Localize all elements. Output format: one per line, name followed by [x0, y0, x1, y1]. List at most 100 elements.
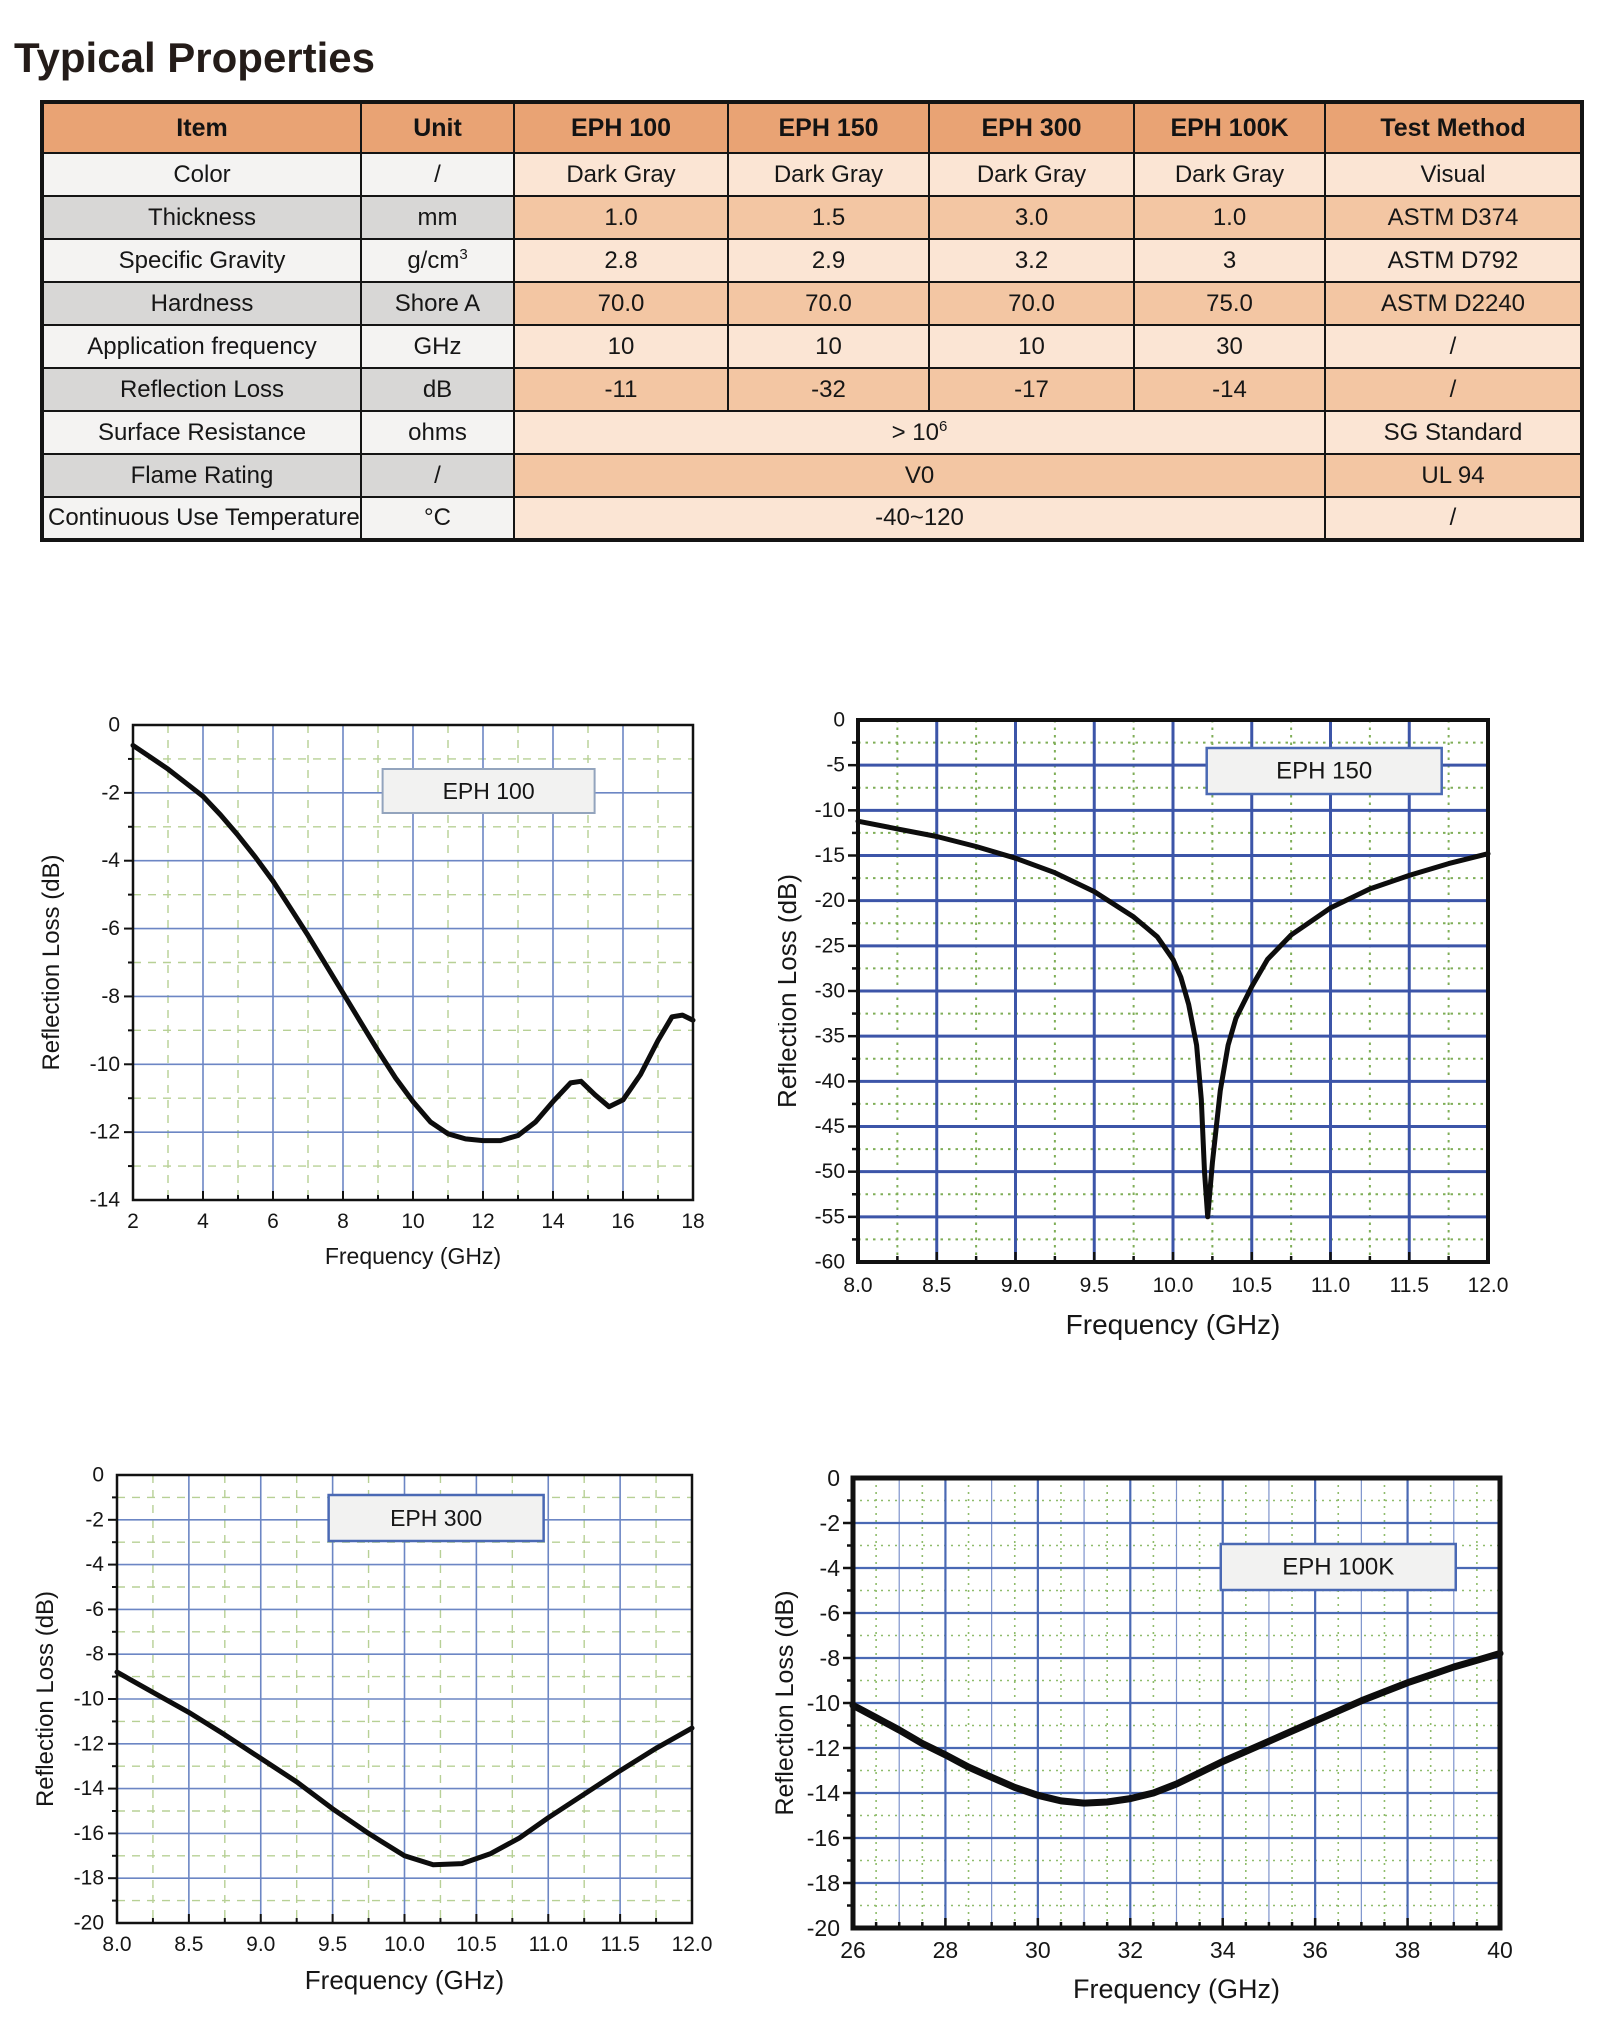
eph-100-y-tick: -2 — [101, 781, 120, 804]
test-method-cell: ASTM D792 — [1324, 238, 1583, 283]
value-cell: 1.0 — [513, 195, 729, 240]
value-cell: 2.8 — [513, 238, 729, 283]
item-cell: Application frequency — [41, 324, 362, 369]
value-cell: 3 — [1133, 238, 1326, 283]
table-row-specific-gravity: Specific Gravity g/cm3 2.8 2.9 3.2 3 ASTM D792 — [41, 238, 1583, 283]
eph-150-y-tick: -25 — [815, 934, 845, 957]
table-header-eph-100k: EPH 100K — [1133, 101, 1326, 154]
eph-100-plot: 2 4 6 8 10 12 14 16 18 0 -2 -4 -6 -8 -10 -12 -14 Frequenc… — [38, 714, 705, 1270]
eph-100k-x-tick: 40 — [1487, 1937, 1513, 1963]
eph-100k-plot: 26 28 30 32 34 36 38 40 0 -2 -4 -6 -8 -10 -12 -14 -16 -18… — [771, 1465, 1513, 2004]
eph-100-y-tick: 0 — [108, 714, 120, 737]
chart-eph-150: 8.0 8.5 9.0 9.5 10.0 10.5 11.0 11.5 12.0 0 -5 -10 -1… — [778, 688, 1538, 1388]
eph-100k-y-tick: -12 — [807, 1735, 840, 1761]
eph-100-x-tick: 18 — [681, 1210, 704, 1233]
eph-100-legend: EPH 100 — [381, 768, 596, 814]
table-header-eph-100: EPH 100 — [513, 101, 729, 154]
eph-100k-y-tick: 0 — [827, 1465, 840, 1491]
merged-value-cell: -40~120 — [513, 496, 1326, 541]
eph-150-y-tick: -45 — [815, 1115, 845, 1138]
eph-300-legend: EPH 300 — [327, 1493, 545, 1543]
eph-100-x-tick: 12 — [471, 1210, 494, 1233]
typical-properties-table: Item Unit EPH 100 EPH 150 EPH 300 EPH 100K Tes… — [40, 100, 1584, 542]
table-header-eph-150: EPH 150 — [727, 101, 930, 154]
eph-300-x-tick: 8.5 — [174, 1933, 203, 1956]
value-cell: 3.0 — [928, 195, 1135, 240]
value-cell: -17 — [928, 367, 1135, 412]
unit-cell: Shore A — [360, 281, 515, 326]
properties-table: Item Unit EPH 100 EPH 150 EPH 300 EPH 100K Tes… — [40, 100, 1584, 542]
eph-100-x-tick: 16 — [611, 1210, 634, 1233]
eph-300-y-tick: -18 — [74, 1867, 104, 1890]
eph-300-y-tick: 0 — [92, 1464, 104, 1487]
eph-150-x-tick: 12.0 — [1468, 1274, 1509, 1297]
eph-100k-y-tick: -2 — [820, 1510, 840, 1536]
value-cell: 30 — [1133, 324, 1326, 369]
eph-100k-x-tick: 32 — [1117, 1937, 1143, 1963]
table-header-eph-300: EPH 300 — [928, 101, 1135, 154]
eph-300-x-tick: 9.5 — [318, 1933, 347, 1956]
unit-cell: mm — [360, 195, 515, 240]
item-cell: Surface Resistance — [41, 410, 362, 455]
item-cell: Specific Gravity — [41, 238, 362, 283]
value-cell: 1.5 — [727, 195, 930, 240]
unit-cell: GHz — [360, 324, 515, 369]
eph-150-y-tick: -10 — [815, 799, 845, 822]
item-cell: Reflection Loss — [41, 367, 362, 412]
page-title: Typical Properties — [14, 34, 376, 82]
unit-cell: / — [360, 152, 515, 197]
table-header-unit: Unit — [360, 101, 515, 154]
value-cell: 10 — [928, 324, 1135, 369]
eph-150-y-tick: -35 — [815, 1025, 845, 1048]
eph-300-x-tick: 10.5 — [456, 1933, 497, 1956]
value-cell: 2.9 — [727, 238, 930, 283]
value-cell: Dark Gray — [727, 152, 930, 197]
eph-100-y-tick: -14 — [90, 1189, 121, 1212]
eph-100k-y-axis-title: Reflection Loss (dB) — [771, 1590, 799, 1815]
eph-150-x-tick: 11.5 — [1390, 1274, 1429, 1297]
eph-100k-x-tick: 34 — [1210, 1937, 1236, 1963]
eph-150-x-tick: 10.0 — [1153, 1274, 1194, 1297]
eph-150-y-tick: -15 — [815, 844, 845, 867]
table-row-continuous-use-temperature: Continuous Use Temperature °C -40~120/ — [41, 496, 1583, 541]
value-cell: 1.0 — [1133, 195, 1326, 240]
item-cell: Hardness — [41, 281, 362, 326]
eph-100-x-tick: 2 — [127, 1210, 139, 1233]
merged-value-cell: V0 — [513, 453, 1326, 498]
table-header-test-method: Test Method — [1324, 101, 1583, 154]
item-cell: Flame Rating — [41, 453, 362, 498]
eph-150-y-tick: -60 — [815, 1251, 845, 1274]
test-method-cell: SG Standard — [1324, 410, 1583, 455]
table-row-application-frequency: Application frequency GHz 10 10 10 30/ — [41, 324, 1583, 369]
eph-100k-x-axis-title: Frequency (GHz) — [1073, 1974, 1280, 2004]
test-method-cell: / — [1324, 324, 1583, 369]
eph-300-y-tick: -12 — [74, 1732, 104, 1755]
eph-100k-x-tick: 30 — [1025, 1937, 1051, 1963]
eph-150-y-tick: -50 — [815, 1160, 845, 1183]
eph-300-y-tick: -2 — [85, 1508, 104, 1531]
item-cell: Color — [41, 152, 362, 197]
eph-300-plot: 8.0 8.5 9.0 9.5 10.0 10.5 11.0 11.5 12.0 0 -2 -4 -6 -… — [32, 1464, 712, 1996]
eph-300-y-axis-title: Reflection Loss (dB) — [32, 1591, 59, 1807]
table-header-row: Item Unit EPH 100 EPH 150 EPH 300 EPH 100K Tes… — [41, 101, 1583, 154]
eph-100k-x-tick: 26 — [840, 1937, 866, 1963]
value-cell: Dark Gray — [1133, 152, 1326, 197]
eph-150-curve — [855, 818, 1491, 1220]
eph-150-y-tick: -40 — [815, 1070, 845, 1093]
eph-150-y-tick: -5 — [826, 754, 845, 777]
value-cell: Dark Gray — [513, 152, 729, 197]
eph-100-x-tick: 8 — [337, 1210, 349, 1233]
value-cell: -32 — [727, 367, 930, 412]
value-cell: -14 — [1133, 367, 1326, 412]
eph-150-legend-label: EPH 150 — [1276, 758, 1372, 785]
eph-150-x-tick: 8.0 — [843, 1274, 872, 1297]
eph-150-x-tick: 8.5 — [922, 1274, 951, 1297]
eph-300-y-tick: -20 — [74, 1912, 104, 1935]
eph-100-y-tick: -6 — [101, 917, 120, 940]
table-header-item: Item — [41, 101, 362, 154]
test-method-cell: / — [1324, 496, 1583, 541]
chart-eph-300: 8.0 8.5 9.0 9.5 10.0 10.5 11.0 11.5 12.0 0 -2 -4 -6 -… — [20, 1440, 720, 2040]
table-row-color: Color / Dark Gray Dark Gray Dark Gray Dark Gr… — [41, 152, 1583, 197]
eph-100k-legend: EPH 100K — [1219, 1542, 1457, 1592]
